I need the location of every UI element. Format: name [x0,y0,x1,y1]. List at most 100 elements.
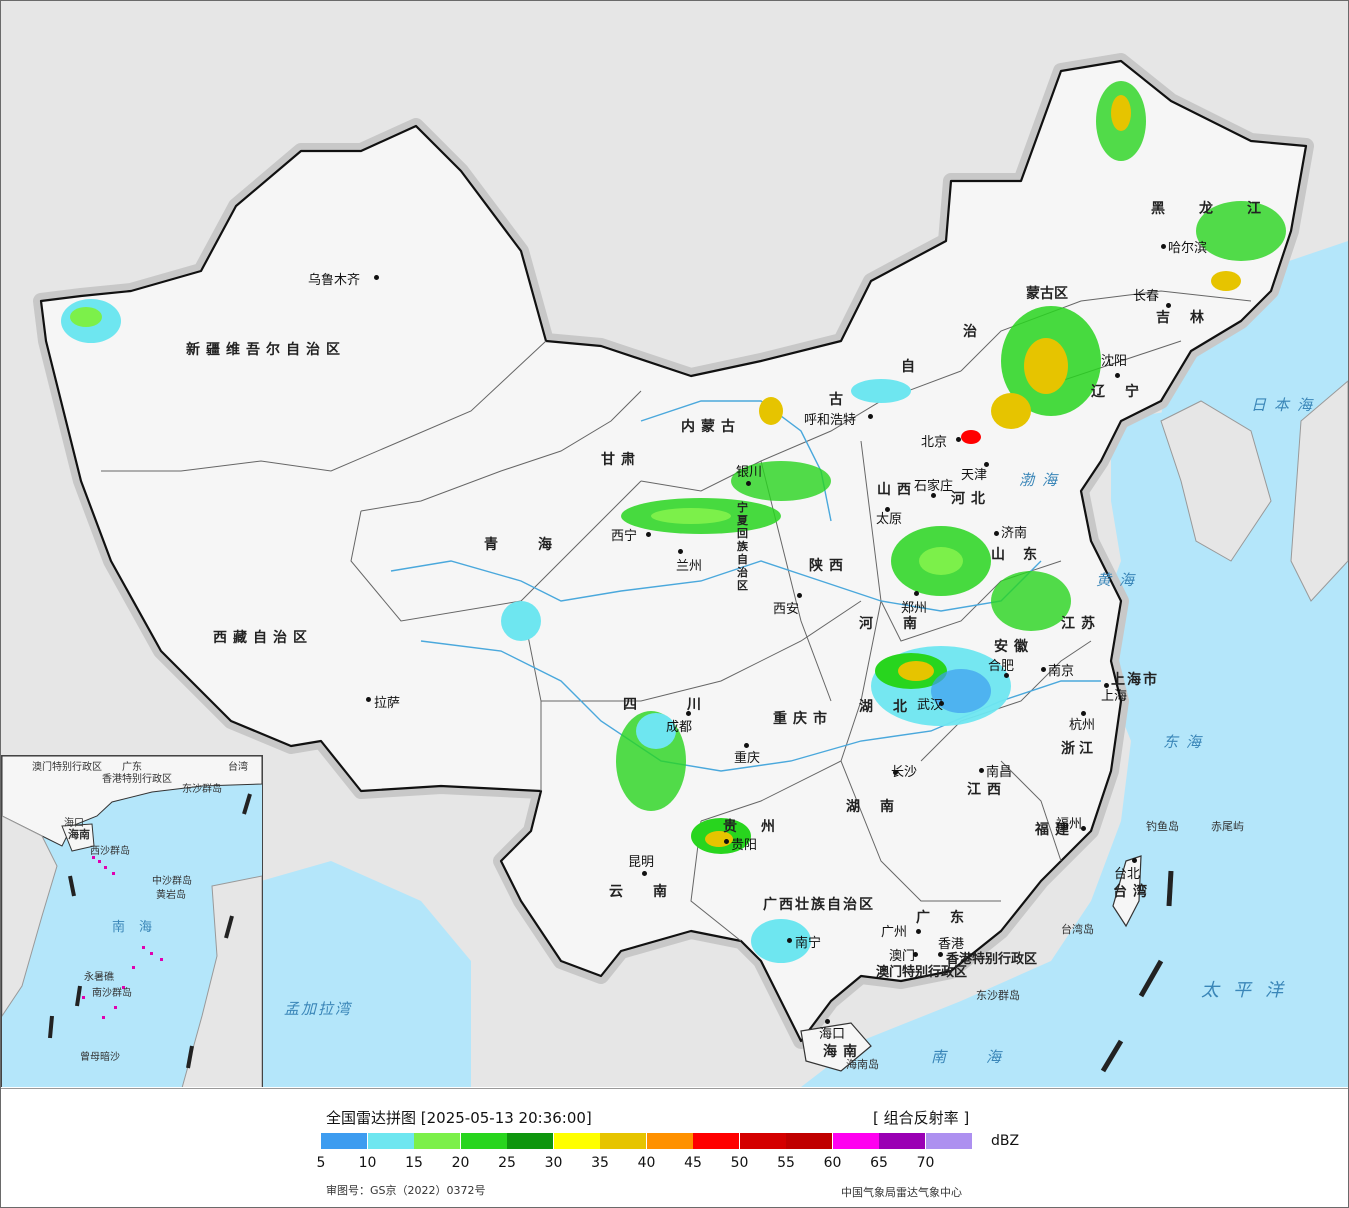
city-label[interactable]: 合肥 [988,659,1015,674]
province-label: 吉林 [1156,310,1224,326]
scale-tick-label: 40 [637,1155,656,1171]
city-label[interactable]: 贵阳 [731,838,758,853]
province-label: 浙江 [1061,741,1097,757]
color-swatch [600,1133,646,1149]
city-dot [938,952,943,957]
scale-tick-label: 65 [870,1155,888,1171]
legend-panel: 全国雷达拼图 [2025-05-13 20:36:00] [ 组合反射率 ] d… [1,1088,1348,1207]
province-label: 陕西 [809,558,849,574]
island-label: 海南岛 [846,1058,879,1071]
city-label[interactable]: 武汉 [917,698,944,713]
province-label: 重庆市 [773,711,833,727]
province-label: 贵州 [723,819,799,835]
scale-tick-label: 10 [358,1155,377,1171]
province-label: 山东 [991,547,1055,563]
china-radar-map[interactable]: 新疆维吾尔自治区 西藏自治区 青海 甘肃 内蒙古 四川 重庆市 云南 贵州 广西… [1,1,1348,1087]
color-swatch [367,1133,414,1149]
city-label[interactable]: 上海 [1101,689,1128,704]
province-label: 辽宁 [1091,384,1159,400]
city-label[interactable]: 海口 [819,1027,846,1042]
city-label[interactable]: 昆明 [628,855,655,870]
inset-label: 南沙群岛 [92,988,132,999]
city-label[interactable]: 天津 [961,468,988,483]
inset-svg [2,756,262,1087]
color-swatch [693,1133,739,1149]
province-label: 河北 [951,491,991,507]
city-label[interactable]: 澳门 [889,949,916,964]
color-swatch [786,1133,832,1149]
city-dot [746,481,751,486]
japan-land [1290,380,1348,602]
color-swatch [460,1133,507,1149]
inset-label: 香港特别行政区 [102,774,172,785]
scale-tick-label: 15 [405,1155,423,1171]
inset-label: 西沙群岛 [90,846,130,857]
color-swatch [739,1133,786,1149]
province-label: 蒙古区 [1026,286,1068,302]
province-label: 江苏 [1061,616,1101,632]
south-china-sea-inset[interactable]: 澳门特别行政区 香港特别行政区 广东 台湾 东沙群岛 海口 海南 西沙群岛 中沙… [1,755,263,1087]
city-label[interactable]: 呼和浩特 [804,413,857,428]
city-label[interactable]: 长沙 [891,765,918,780]
scale-tick-label: 70 [916,1155,935,1171]
city-dot [885,507,890,512]
city-label[interactable]: 成都 [666,720,693,735]
city-label[interactable]: 南京 [1048,664,1075,679]
province-label: 广东 [916,910,984,926]
city-label[interactable]: 福州 [1056,817,1083,832]
city-label[interactable]: 乌鲁木齐 [308,273,361,288]
city-dot [1132,858,1137,863]
china-land [39,59,1308,1043]
inset-label: 中沙群岛 [152,876,192,887]
inset-label: 永暑礁 [84,972,114,983]
province-label: 福建 [1035,822,1075,838]
scale-tick-label: 55 [777,1155,795,1171]
province-label: 内蒙古 [681,419,741,435]
color-swatch [646,1133,693,1149]
city-dot [1004,673,1009,678]
city-dot [1081,826,1086,831]
city-label[interactable]: 台北 [1114,867,1141,882]
city-label[interactable]: 香港 [938,937,965,952]
legend-unit: dBZ [991,1133,1020,1149]
province-label: 香港特别行政区 [946,952,1038,967]
city-label[interactable]: 太原 [876,512,903,527]
bay-of-bengal [261,861,471,1087]
province-label: 古 [829,392,843,408]
city-label[interactable]: 拉萨 [374,696,401,711]
province-label: 新疆维吾尔自治区 [186,342,346,358]
scale-tick-label: 35 [591,1155,609,1171]
city-dot [797,593,802,598]
city-label[interactable]: 石家庄 [914,479,954,494]
city-dot [825,1019,830,1024]
inset-label: 东沙群岛 [182,784,222,795]
city-label[interactable]: 哈尔滨 [1168,241,1208,256]
city-dot [893,770,898,775]
city-label[interactable]: 兰州 [676,559,703,574]
city-dot [984,462,989,467]
inset-label: 广东 [122,762,142,773]
city-label[interactable]: 广州 [881,925,908,940]
city-dot [744,743,749,748]
city-label[interactable]: 西宁 [611,529,638,544]
city-label[interactable]: 北京 [921,435,948,450]
scale-tick-label: 25 [498,1155,516,1171]
province-label: 广西壮族自治区 [763,897,875,913]
city-label[interactable]: 重庆 [734,751,761,766]
city-label[interactable]: 银川 [736,465,763,480]
city-label[interactable]: 沈阳 [1101,354,1128,369]
city-label[interactable]: 郑州 [901,601,928,616]
city-dot [374,275,379,280]
province-label: 上海市 [1111,672,1159,688]
city-label[interactable]: 济南 [1001,526,1028,541]
city-label[interactable]: 南宁 [795,936,822,951]
city-label[interactable]: 长春 [1133,289,1160,304]
city-dot [724,839,729,844]
city-label[interactable]: 西安 [773,602,800,617]
city-dot [1041,667,1046,672]
province-label: 台湾 [1113,884,1153,900]
city-label[interactable]: 杭州 [1069,718,1096,733]
legend-title: 全国雷达拼图 [2025-05-13 20:36:00] [326,1109,592,1127]
province-label: 云南 [609,884,697,900]
city-label[interactable]: 南昌 [986,765,1013,780]
